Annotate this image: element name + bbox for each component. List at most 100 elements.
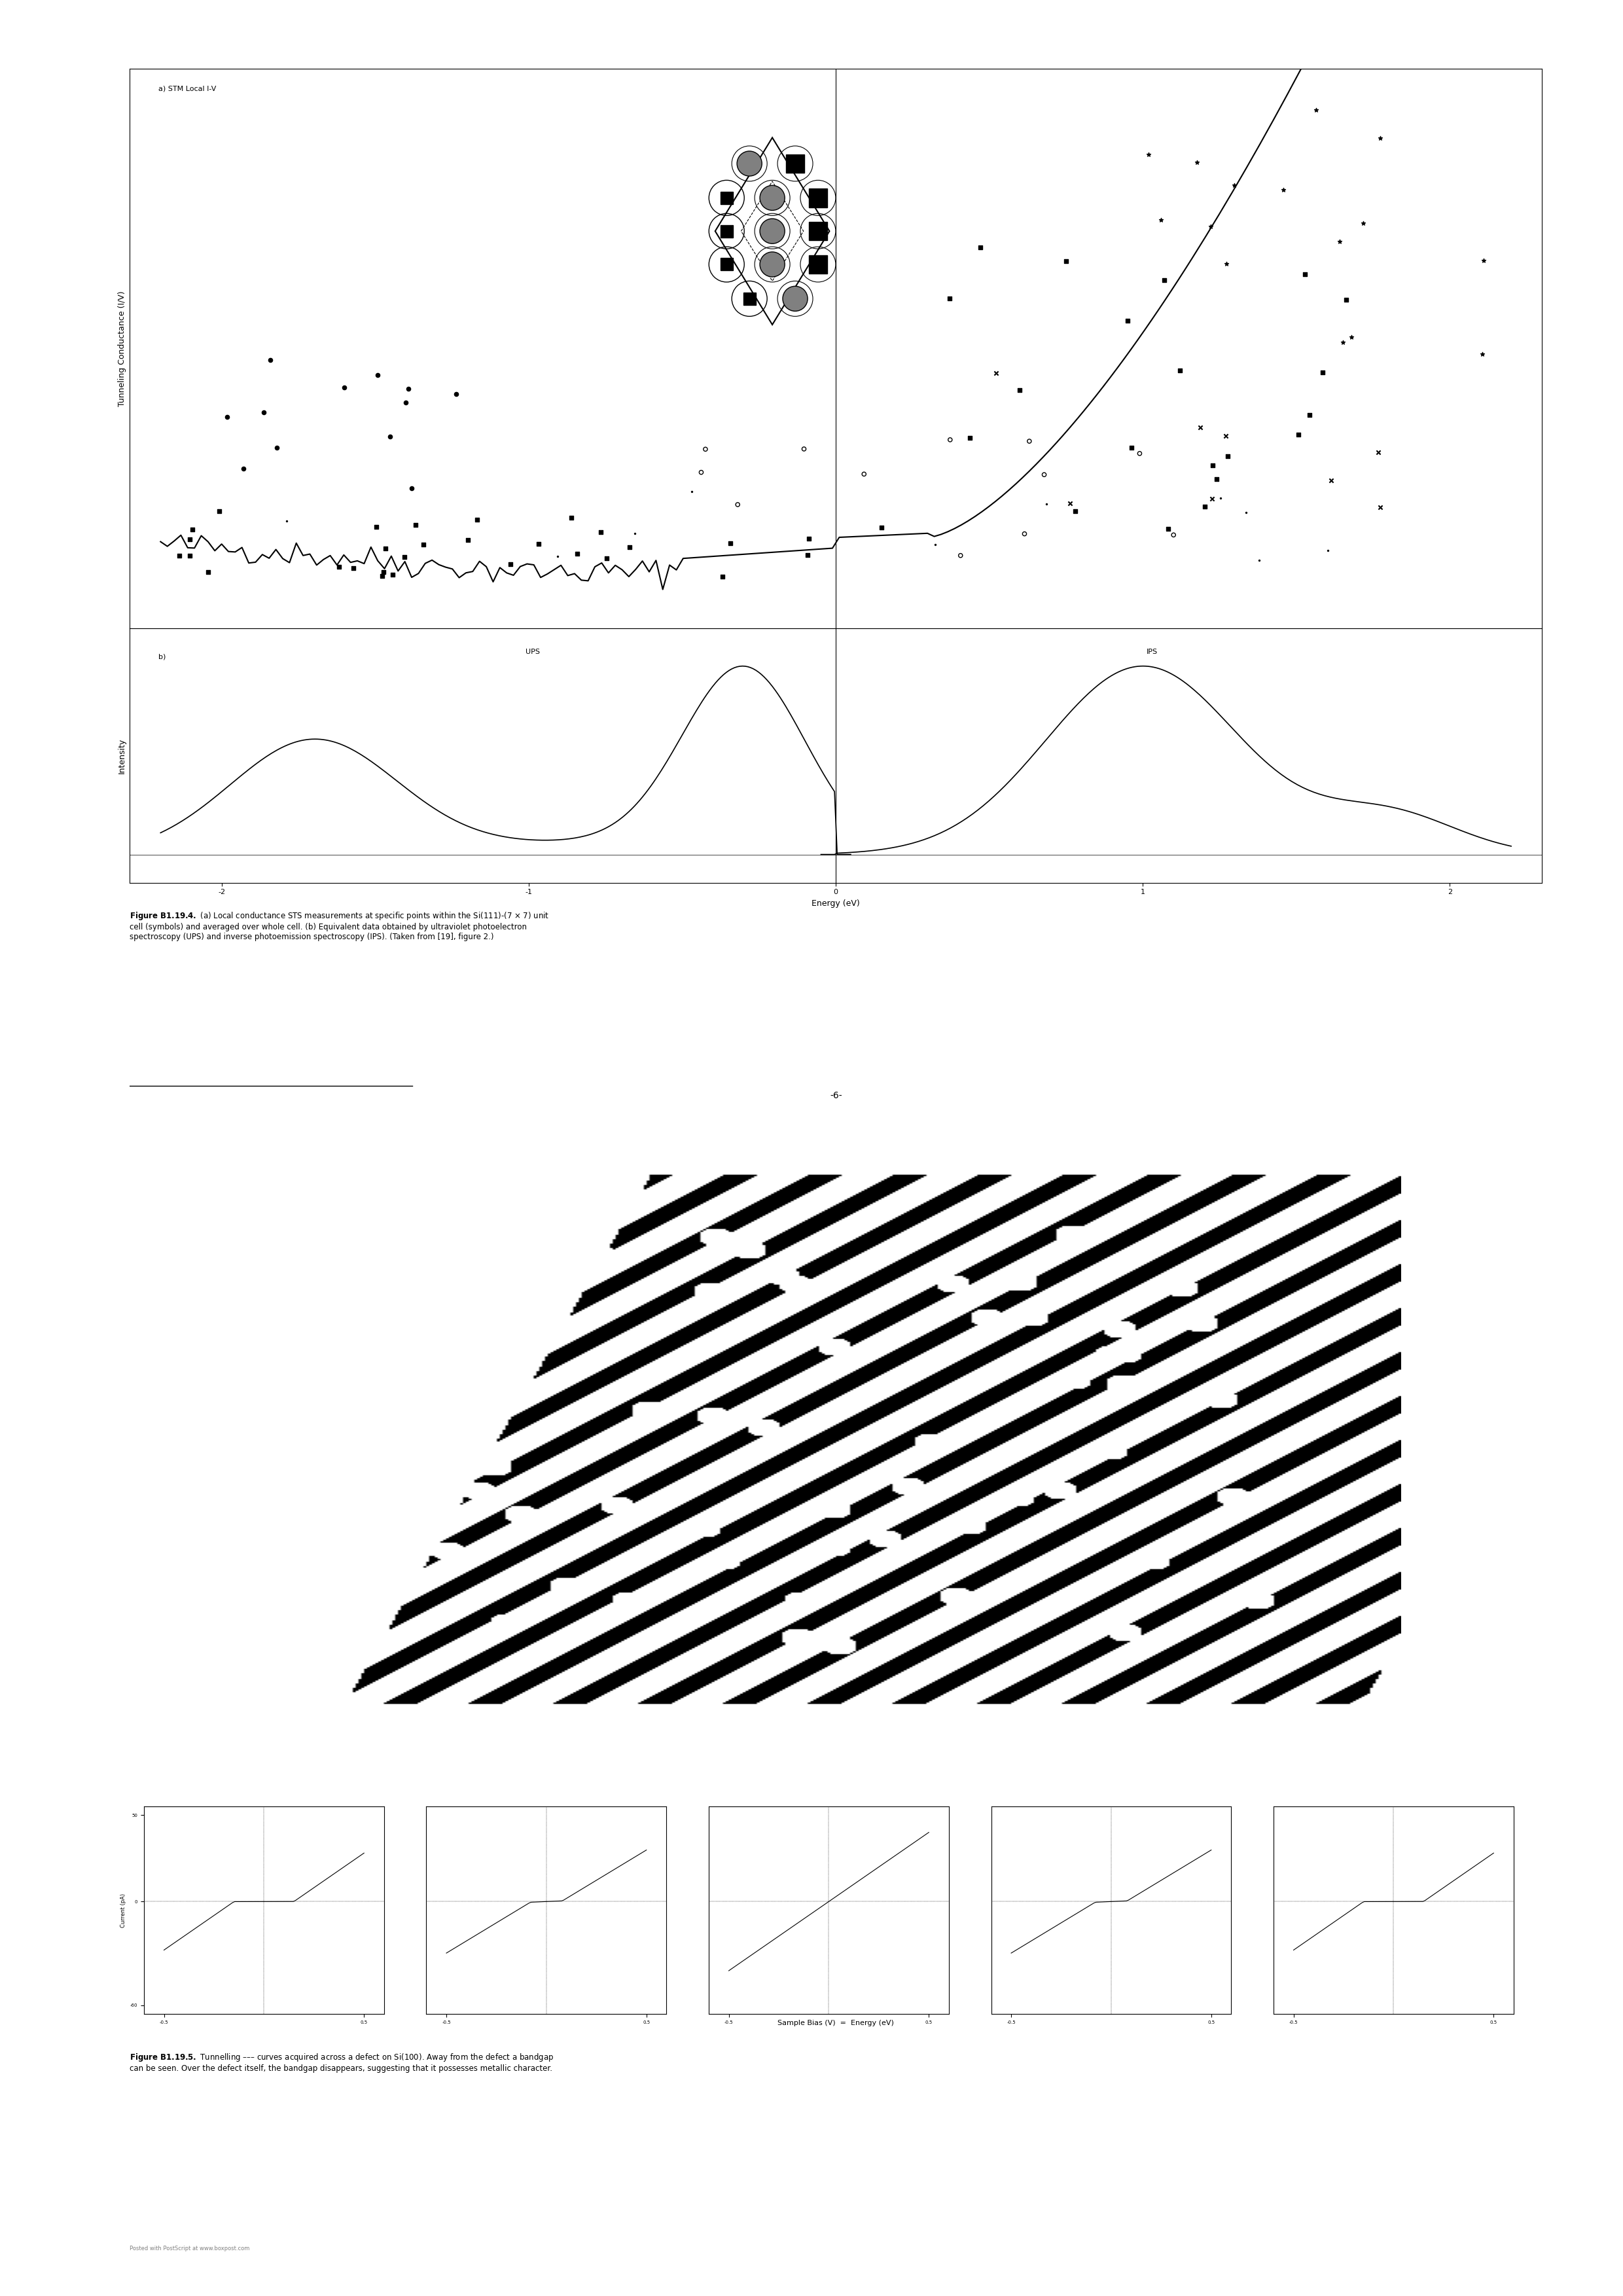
Point <box>1053 243 1079 280</box>
Point <box>922 526 948 563</box>
Point <box>443 377 469 413</box>
Point <box>206 494 232 530</box>
Point <box>326 549 352 585</box>
Text: a) STM Local I-V: a) STM Local I-V <box>157 85 216 92</box>
Point <box>1297 397 1323 434</box>
Text: IPS: IPS <box>1146 650 1157 654</box>
Point <box>331 370 357 406</box>
Text: Posted with PostScript at www.boxpost.com: Posted with PostScript at www.boxpost.co… <box>130 2245 250 2252</box>
Point <box>1368 119 1394 156</box>
Point <box>1034 487 1060 523</box>
Point <box>544 537 570 574</box>
Point <box>1126 436 1152 473</box>
Point <box>526 526 552 563</box>
Point <box>1031 457 1057 494</box>
Point <box>398 471 424 507</box>
Point <box>850 455 876 491</box>
Point <box>795 521 821 558</box>
Point <box>1303 92 1329 129</box>
Text: -6-: -6- <box>829 1091 842 1100</box>
Point <box>274 503 300 540</box>
Text: Sample Bias (V)  =  Energy (eV): Sample Bias (V) = Energy (eV) <box>777 2020 894 2025</box>
Point <box>948 537 974 574</box>
Point <box>454 521 480 558</box>
Point <box>1147 202 1173 239</box>
Point <box>179 510 204 546</box>
Point <box>1233 494 1259 530</box>
Point <box>341 551 367 588</box>
Text: UPS: UPS <box>526 650 539 654</box>
Point <box>725 487 751 523</box>
Text: b): b) <box>157 654 166 661</box>
Point <box>364 507 390 544</box>
Point <box>558 498 584 535</box>
Point <box>1310 354 1336 390</box>
Point <box>594 540 620 576</box>
Point <box>1339 319 1365 356</box>
Point <box>214 400 240 436</box>
Point <box>368 558 394 595</box>
Point <box>688 455 714 491</box>
Point <box>1367 489 1393 526</box>
Point <box>377 418 403 455</box>
Point <box>166 537 192 574</box>
Point <box>984 356 1010 393</box>
Point <box>1470 243 1496 280</box>
Point <box>1292 255 1318 292</box>
Point <box>1188 409 1214 445</box>
Point <box>380 556 406 592</box>
Point <box>693 432 719 468</box>
Point <box>967 230 993 266</box>
Point <box>1222 168 1248 204</box>
Point <box>956 420 982 457</box>
Point <box>794 537 820 574</box>
Point <box>622 514 648 551</box>
Point <box>1156 510 1182 546</box>
Point <box>868 510 894 546</box>
Point <box>1151 262 1177 298</box>
Point <box>709 558 735 595</box>
Point <box>565 535 591 572</box>
Point <box>717 526 743 563</box>
Point <box>1246 542 1272 579</box>
Point <box>1365 434 1391 471</box>
Point <box>370 553 396 590</box>
Point <box>936 422 962 459</box>
Point <box>258 342 284 379</box>
Point <box>1057 484 1083 521</box>
Point <box>1329 324 1355 360</box>
Point <box>1199 448 1225 484</box>
Point <box>1118 429 1144 466</box>
Point <box>617 528 643 565</box>
Point <box>1136 135 1162 172</box>
Point <box>678 473 704 510</box>
Point <box>365 356 391 393</box>
Point <box>1315 533 1341 569</box>
Point <box>1271 172 1297 209</box>
Point <box>1199 480 1225 517</box>
Point <box>1334 282 1360 319</box>
Y-axis label: Tunneling Conductance (I/V): Tunneling Conductance (I/V) <box>118 292 127 406</box>
Point <box>1326 223 1352 259</box>
Point <box>265 429 291 466</box>
Point <box>1350 204 1376 241</box>
Point <box>1203 461 1229 498</box>
Point <box>1016 422 1042 459</box>
Point <box>393 383 419 420</box>
Y-axis label: Intensity: Intensity <box>118 737 127 774</box>
Point <box>588 514 613 551</box>
Point <box>403 507 428 544</box>
Point <box>250 395 276 432</box>
Point <box>464 501 490 537</box>
Point <box>1191 489 1217 526</box>
Point <box>1212 418 1238 455</box>
Point <box>230 450 256 487</box>
Point <box>1185 145 1211 181</box>
Point <box>790 432 816 468</box>
Point <box>1208 480 1233 517</box>
Point <box>1318 461 1344 498</box>
Point <box>195 553 221 590</box>
Point <box>1198 209 1224 246</box>
Point <box>391 540 417 576</box>
Point <box>177 521 203 558</box>
